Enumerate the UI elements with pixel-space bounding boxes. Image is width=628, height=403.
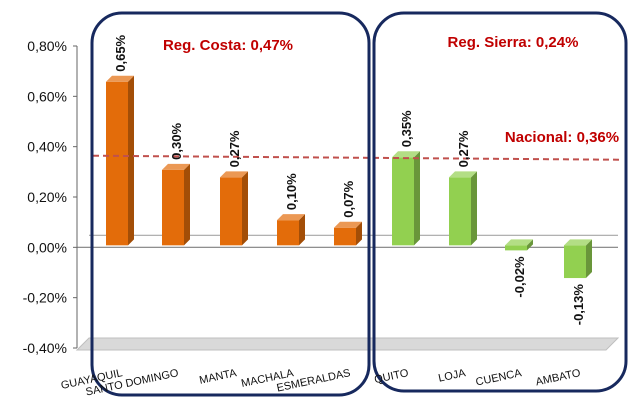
y-tick-label: 0,80% bbox=[27, 38, 67, 54]
y-tick-label: 0,00% bbox=[27, 239, 67, 255]
region-label-costa: Reg. Costa: 0,47% bbox=[163, 37, 293, 54]
bar-top bbox=[162, 163, 190, 170]
x-tick-label: MANTA bbox=[198, 367, 238, 387]
bars bbox=[106, 75, 592, 279]
y-tick-label: -0,40% bbox=[23, 340, 67, 356]
data-label: 0,30% bbox=[169, 123, 184, 160]
bar-side bbox=[299, 214, 305, 246]
bar-front bbox=[449, 177, 471, 246]
bar-front bbox=[334, 227, 356, 246]
bar-side bbox=[356, 221, 362, 246]
data-label: 0,27% bbox=[227, 130, 242, 167]
reference-line-group bbox=[92, 154, 621, 161]
bar-cuenca bbox=[505, 239, 533, 251]
region-frames bbox=[90, 11, 628, 397]
x-tick-label: CUENCA bbox=[475, 367, 524, 389]
bar-top bbox=[449, 171, 477, 178]
bar-esmeraldas bbox=[334, 221, 362, 246]
bar-front bbox=[220, 177, 242, 246]
reference-line-label: Nacional: 0,36% bbox=[505, 129, 619, 146]
bar-side bbox=[414, 151, 420, 246]
x-tick-label: LOJA bbox=[437, 367, 467, 385]
bar-santo-domingo bbox=[162, 163, 190, 246]
bar-side bbox=[586, 239, 592, 279]
bar-front bbox=[106, 81, 128, 246]
bar-machala bbox=[277, 214, 305, 246]
bar-side bbox=[128, 75, 134, 246]
reference-line bbox=[92, 154, 621, 161]
bar-front bbox=[505, 245, 527, 251]
bar-side bbox=[471, 171, 477, 246]
data-label: -0,02% bbox=[512, 256, 527, 298]
bar-side bbox=[184, 163, 190, 246]
data-label: 0,27% bbox=[456, 130, 471, 167]
frame-sierra bbox=[372, 11, 628, 393]
data-label: 0,07% bbox=[341, 180, 356, 217]
y-tick-label: 0,40% bbox=[27, 139, 67, 155]
y-tick-label: 0,20% bbox=[27, 189, 67, 205]
bar-guayaquil bbox=[106, 75, 134, 246]
bar-side bbox=[242, 171, 248, 246]
x-tick-label: QUITO bbox=[373, 367, 410, 386]
floor-plane bbox=[75, 337, 620, 351]
region-label-sierra: Reg. Sierra: 0,24% bbox=[448, 34, 579, 51]
y-axis: -0,40% -0,20% 0,00% 0,20% 0,40% 0,60% 0,80% bbox=[23, 38, 78, 356]
bar-side bbox=[527, 239, 533, 251]
bar-top bbox=[334, 221, 362, 228]
frame-costa bbox=[90, 11, 371, 397]
data-labels: 0,65% 0,30% 0,27% 0,10% 0,07% 0,35% 0,27% -0,02… bbox=[113, 34, 586, 325]
bar-front bbox=[392, 157, 414, 246]
bar-front bbox=[162, 169, 184, 246]
y-tick-label: 0,60% bbox=[27, 88, 67, 104]
bar-top bbox=[564, 239, 592, 246]
y-tick-label: -0,20% bbox=[23, 290, 67, 306]
bar-front bbox=[277, 220, 299, 246]
bar-top bbox=[392, 151, 420, 158]
bar-top bbox=[505, 239, 533, 246]
bar-front bbox=[564, 245, 586, 279]
x-tick-label: AMBATO bbox=[535, 367, 582, 388]
data-label: -0,13% bbox=[571, 284, 586, 326]
bar-loja bbox=[449, 171, 477, 246]
bar-quito bbox=[392, 151, 420, 246]
bar-ambato bbox=[564, 239, 592, 279]
bar-top bbox=[220, 171, 248, 178]
data-label: 0,35% bbox=[399, 110, 414, 147]
data-label: 0,10% bbox=[284, 173, 299, 210]
bar-top bbox=[277, 214, 305, 221]
bar-manta bbox=[220, 171, 248, 246]
data-label: 0,65% bbox=[113, 34, 128, 71]
bar-top bbox=[106, 75, 134, 82]
floor-3d bbox=[75, 337, 620, 351]
